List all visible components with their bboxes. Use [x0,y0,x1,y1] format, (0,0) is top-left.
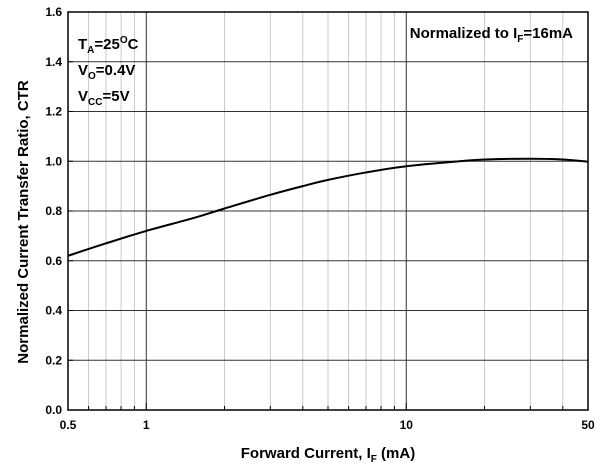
test-conditions: TA=25OC VO=0.4V VCC=5V [78,35,139,108]
y-tick-label: 0.2 [45,353,62,367]
condition-vo: VO=0.4V [78,62,135,82]
y-tick-label: 0.6 [45,254,62,268]
y-tick-label: 1.2 [45,105,62,119]
normalization-note: Normalized to IF=16mA [410,25,573,45]
x-tick-label: 50 [581,418,595,432]
y-tick-label: 1.0 [45,154,62,168]
y-tick-label: 1.6 [45,5,62,19]
y-tick-label: 0.4 [45,304,62,318]
x-tick-label: 1 [143,418,150,432]
y-tick-label: 0.0 [45,403,62,417]
condition-ta: TA=25OC [78,35,139,56]
y-axis-label: Normalized Current Transfer Ratio, CTR [15,80,32,364]
x-axis-label: Forward Current, IF (mA) [241,445,415,465]
x-tick-label: 10 [400,418,414,432]
axis-ticks: 0.0 0.2 0.4 0.6 0.8 1.0 1.2 1.4 1.6 0.5 1 10 50 [45,5,595,432]
series-line [67,157,589,257]
condition-vcc: VCC=5V [78,88,130,108]
x-tick-label: 0.5 [60,418,77,432]
grid-lines [68,12,588,410]
y-tick-label: 1.4 [45,55,62,69]
y-tick-label: 0.8 [45,204,62,218]
